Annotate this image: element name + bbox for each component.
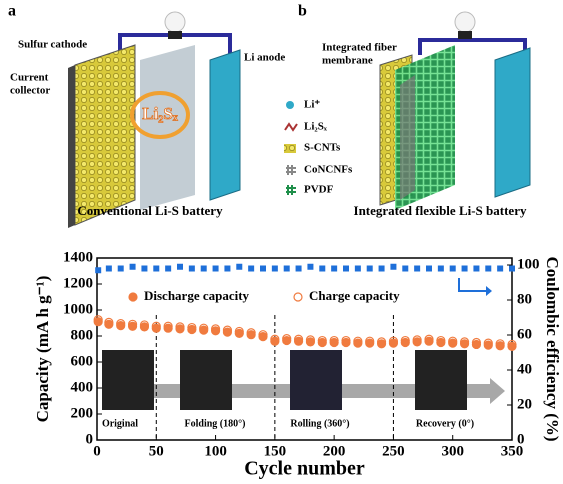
label: membrane [322,55,373,67]
efficiency-point [390,264,396,270]
efficiency-point [213,266,219,272]
label: Integrated fiber [322,42,397,54]
legend-text: S-CNTs [304,142,341,154]
efficiency-point [95,267,101,273]
efficiency-point [462,266,468,272]
efficiency-point [485,266,491,272]
legend-label: Charge capacity [309,288,400,303]
panel-a: a Sulfur cathode Current collector Li an… [8,3,285,228]
legend-text: PVDF [304,184,334,196]
y-axis-label: Capacity (mA h g⁻¹) [33,276,52,423]
efficiency-point [201,266,207,272]
x-tick-label: 300 [441,443,464,459]
label: Li anode [244,52,285,64]
efficiency-point [296,266,302,272]
y-tick-label: 1000 [63,301,93,317]
y-tick-label: 1400 [63,249,93,265]
y2-tick-label: 80 [517,291,532,307]
panel-label: a [8,3,16,20]
y-tick-label: 800 [71,327,94,343]
efficiency-point [331,266,337,272]
annotation: Folding (180°) [185,418,246,429]
y-tick-label: 1200 [63,275,93,291]
legend-marker [129,293,137,301]
legend-label: Discharge capacity [144,288,250,303]
panel-label: b [298,3,307,20]
annotation: Recovery (0°) [416,418,474,429]
schematic-legend [284,101,297,195]
efficiency-point [497,266,503,272]
efficiency-point [473,266,479,272]
figure: a Sulfur cathode Current collector Li an… [0,0,563,484]
efficiency-point [141,266,147,272]
x-axis-label: Cycle number [244,458,365,480]
y2-axis-label: Coulombic efficiency (%) [543,256,562,441]
efficiency-point [509,266,515,272]
y2-tick-label: 100 [517,256,540,272]
y2-tick-label: 60 [517,326,532,342]
efficiency-point [307,264,313,270]
efficiency-point [367,266,373,272]
efficiency-point [450,266,456,272]
efficiency-point [414,266,420,272]
efficiency-point [118,266,124,272]
efficiency-point [272,266,278,272]
efficiency-point [438,266,444,272]
x-tick-label: 50 [149,443,164,459]
plot-frame [97,258,512,440]
efficiency-point [236,264,242,270]
y-tick-label: 0 [86,431,94,447]
efficiency-point [177,264,183,270]
y2-tick-label: 20 [517,396,532,412]
x-tick-label: 0 [93,443,101,459]
efficiency-point [402,266,408,272]
y-tick-label: 200 [71,405,94,421]
efficiency-point [165,266,171,272]
x-tick-label: 250 [382,443,405,459]
label: Current [10,72,49,84]
efficiency-point [130,264,136,270]
efficiency-point [260,266,266,272]
annotation: Original [102,418,138,429]
efficiency-point [355,266,361,272]
efficiency-point [153,266,159,272]
y-tick-label: 600 [71,353,94,369]
caption: Conventional Li-S battery [77,203,223,218]
efficiency-point [319,266,325,272]
efficiency-point [284,266,290,272]
efficiency-point [189,266,195,272]
efficiency-point [106,266,112,272]
legend-text: Li⁺ [304,99,320,111]
label: collector [10,85,50,97]
label: Sulfur cathode [18,39,87,51]
legend-marker [294,293,302,301]
legend-text: Li₂Sₓ [304,121,328,133]
x-tick-label: 100 [204,443,227,459]
y2-tick-label: 40 [517,361,532,377]
y2-tick-label: 0 [517,431,525,447]
label: Li₂Sₓ [142,104,178,123]
caption: Integrated flexible Li-S battery [354,203,527,218]
efficiency-point [343,266,349,272]
y-tick-label: 400 [71,379,94,395]
legend-text: CoNCNFs [304,164,353,176]
efficiency-point [224,266,230,272]
efficiency-point [379,266,385,272]
efficiency-point [248,266,254,272]
efficiency-point [426,266,432,272]
annotation: Rolling (360°) [290,418,349,429]
